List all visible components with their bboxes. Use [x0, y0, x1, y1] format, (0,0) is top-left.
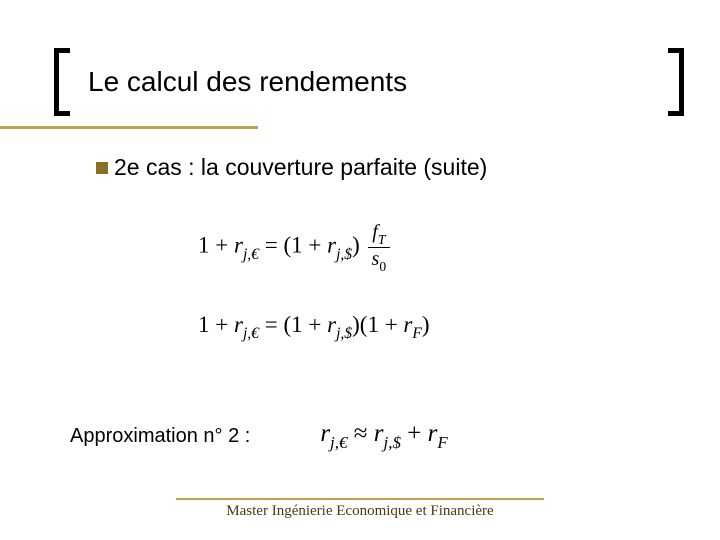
- approx-rhs1-base: r: [374, 420, 384, 447]
- approx-label: Approximation n° 2 :: [70, 425, 250, 448]
- f2-rhs1-sub: j,$: [336, 325, 352, 342]
- bullet-text: 2e cas : la couverture parfaite (suite): [114, 154, 487, 181]
- formula-1: 1 + rj,€ = (1 + rj,$) fT s0: [198, 221, 672, 274]
- bracket-left-icon: [54, 48, 70, 116]
- f2-lhs-base: r: [234, 312, 243, 337]
- approx-rhs1-sub: j,$: [384, 433, 401, 452]
- bracket-right-icon: [668, 48, 684, 116]
- title-row: Le calcul des rendements: [48, 48, 672, 118]
- bullet-icon: [96, 162, 108, 174]
- approx-rhs2-base: r: [428, 420, 438, 447]
- approx-lhs-sub: j,€: [330, 433, 347, 452]
- f2-lhs-sub: j,€: [243, 325, 259, 342]
- f1-num-base: f: [372, 221, 378, 243]
- f1-rhs-base: r: [327, 233, 336, 258]
- approx-rhs2-sub: F: [437, 433, 447, 452]
- f1-rhs-sub: j,$: [336, 246, 352, 263]
- f1-num-sub: T: [378, 232, 386, 247]
- footer: Master Ingénierie Economique et Financiè…: [0, 498, 720, 520]
- f2-rhs2-sub: F: [412, 325, 422, 342]
- f1-den-sub: 0: [379, 259, 386, 274]
- approximation-row: Approximation n° 2 : rj,€ ≈ rj,$ + rF: [70, 420, 670, 452]
- formula-area: 1 + rj,€ = (1 + rj,$) fT s0 1 + rj,€ = (…: [198, 221, 672, 343]
- formula-2: 1 + rj,€ = (1 + rj,$)(1 + rF): [198, 312, 672, 343]
- approx-formula: rj,€ ≈ rj,$ + rF: [320, 420, 447, 452]
- footer-text: Master Ingénierie Economique et Financiè…: [0, 503, 720, 520]
- f1-fraction: fT s0: [368, 221, 391, 274]
- divider-gold: [0, 126, 258, 129]
- slide: Le calcul des rendements 2e cas : la cou…: [0, 0, 720, 540]
- f1-lhs-base: r: [234, 233, 243, 258]
- f2-rhs1-base: r: [327, 312, 336, 337]
- bullet-row: 2e cas : la couverture parfaite (suite): [96, 154, 672, 181]
- page-title: Le calcul des rendements: [88, 66, 407, 98]
- footer-divider: [176, 498, 544, 500]
- f1-lhs-sub: j,€: [243, 246, 259, 263]
- approx-lhs-base: r: [320, 420, 330, 447]
